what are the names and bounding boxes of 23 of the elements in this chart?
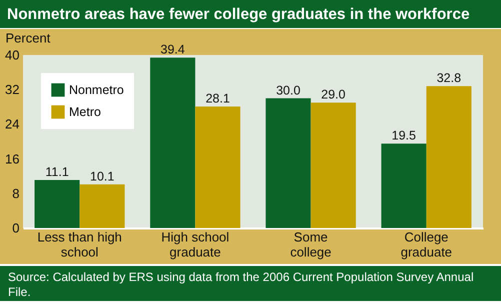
x-tick-label: Some college	[290, 230, 332, 260]
y-tick-label: 8	[12, 186, 20, 201]
data-label: 32.8	[436, 71, 462, 86]
data-label: 19.5	[392, 128, 416, 143]
data-label: 29.0	[321, 88, 346, 102]
y-tick-label: 16	[5, 151, 20, 166]
x-tick-label: Less than high school	[37, 230, 122, 260]
data-label: 28.1	[206, 91, 230, 106]
y-tick-label: 40	[5, 48, 20, 62]
chart-title: Nonmetro areas have fewer college graduates in the workforce	[0, 0, 501, 29]
data-label: 30.0	[276, 83, 300, 98]
y-axis-title: Percent	[6, 30, 51, 46]
data-label: 39.4	[160, 42, 185, 57]
data-label: 11.1	[45, 164, 69, 179]
legend-label: Metro	[69, 105, 101, 119]
source-note: Source: Calculated by ERS using data from the 2006 Current Population Survey Annual File.	[0, 264, 501, 301]
y-tick-label: 0	[12, 220, 20, 236]
x-tick-label: High school graduate	[161, 230, 230, 260]
data-label: 10.1	[90, 169, 114, 184]
y-tick-label: 24	[5, 116, 20, 132]
y-tick-label: 32	[5, 82, 20, 98]
x-tick-label: College graduate	[400, 230, 452, 260]
legend-label: Nonmetro	[69, 83, 124, 97]
